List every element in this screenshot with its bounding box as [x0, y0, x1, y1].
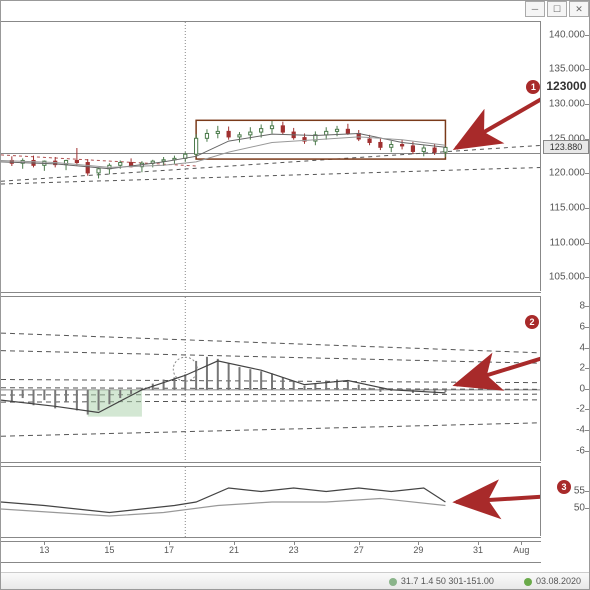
minimize-button[interactable]: ─ [525, 1, 545, 17]
current-price-label: 123.880 [543, 140, 589, 154]
osc2-ytick-label: 50 [574, 503, 585, 514]
osc2-ytick-label: 55 [574, 485, 585, 496]
price-ytick-label: 110.000 [550, 237, 585, 248]
maximize-button[interactable]: ☐ [547, 1, 567, 17]
annotation-text-1: 123000 [546, 79, 586, 93]
price-ytick-label: 140.000 [549, 29, 585, 40]
status-right: 03.08.2020 [524, 576, 581, 586]
osc1-ytick-label: -2 [576, 404, 585, 415]
price-pane[interactable] [1, 21, 541, 293]
x-tick-label: 27 [354, 545, 364, 555]
annotation-marker-3: 3 [557, 480, 571, 494]
oscillator-2-y-axis: 55 50 [540, 466, 589, 536]
price-ytick-label: 115.000 [550, 202, 585, 213]
status-bar: 31.7 1.4 50 301-151.00 03.08.2020 [1, 572, 589, 589]
price-y-axis: 140.000135.000130.000125.000120.000115.0… [540, 21, 589, 291]
x-tick-label: Aug [513, 545, 529, 555]
price-ytick-label: 120.000 [549, 168, 585, 179]
price-ytick-label: 105.000 [549, 272, 585, 283]
x-tick-label: 21 [229, 545, 239, 555]
x-tick-label: 13 [39, 545, 49, 555]
price-ytick-label: 130.000 [549, 99, 585, 110]
x-tick-label: 29 [413, 545, 423, 555]
osc1-ytick-label: -6 [576, 445, 585, 456]
price-ytick-label: 135.000 [549, 64, 585, 75]
x-tick-label: 31 [473, 545, 483, 555]
oscillator-pane-2[interactable] [1, 466, 541, 538]
time-axis: 13 15 17 21 23 27 29 31 Aug [1, 541, 541, 563]
oscillator-pane-1[interactable] [1, 296, 541, 463]
x-tick-label: 23 [289, 545, 299, 555]
x-tick-label: 15 [104, 545, 114, 555]
chart-window: ─ ☐ ✕ 140.000135.000130.000125.000120.00… [0, 0, 590, 590]
status-left: 31.7 1.4 50 301-151.00 [389, 576, 494, 586]
osc1-ytick-label: -4 [576, 425, 585, 436]
close-button[interactable]: ✕ [569, 1, 589, 17]
window-controls: ─ ☐ ✕ [525, 1, 589, 19]
oscillator-1-y-axis: 86420-2-4-6 [540, 296, 589, 461]
annotation-marker-2: 2 [525, 315, 539, 329]
x-tick-label: 17 [164, 545, 174, 555]
